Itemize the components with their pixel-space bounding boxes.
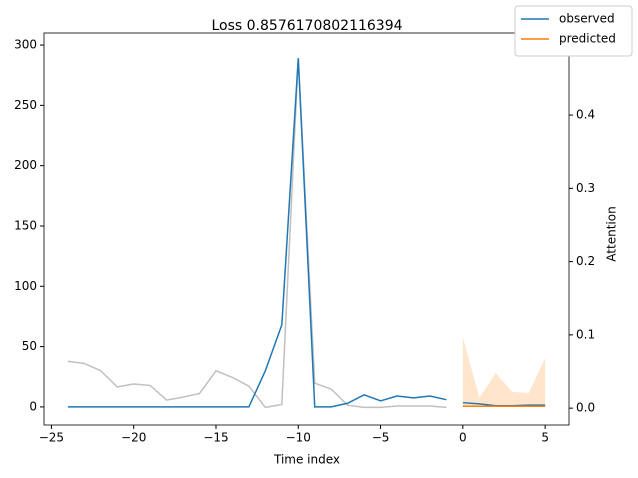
plot-frame [43,32,570,426]
y-tick-label: 50 [22,339,37,353]
y2-tick-label: 0.3 [576,181,595,195]
y-tick-label: 200 [14,158,37,172]
x-axis-label: Time index [273,453,340,467]
x-tick-label: 5 [541,431,549,445]
y2-tick-label: 0.1 [576,327,595,341]
y2-tick-label: 0.0 [576,401,595,415]
y2-tick-label: 0.4 [576,108,595,122]
quantile-band [462,336,546,407]
series-line [67,57,447,409]
y-tick-label: 100 [14,279,37,293]
x-tick-label: −5 [372,431,390,445]
y-tick-label: 0 [29,399,37,413]
y-tick-label: 150 [14,218,37,232]
y2-tick-label: 0.2 [576,254,595,268]
x-tick-label: 0 [459,431,467,445]
x-tick-label: −25 [39,431,64,445]
y-tick-label: 300 [14,38,37,52]
y-tick-label: 250 [14,98,37,112]
legend-label: predicted [559,32,616,46]
y2-axis-label: Attention [605,206,619,261]
x-tick-label: −15 [203,431,228,445]
x-tick-label: −10 [286,431,311,445]
legend-label: observed [559,12,615,26]
series-line [67,58,447,408]
x-tick-label: −20 [121,431,146,445]
chart-title: Loss 0.8576170802116394 [211,18,402,34]
